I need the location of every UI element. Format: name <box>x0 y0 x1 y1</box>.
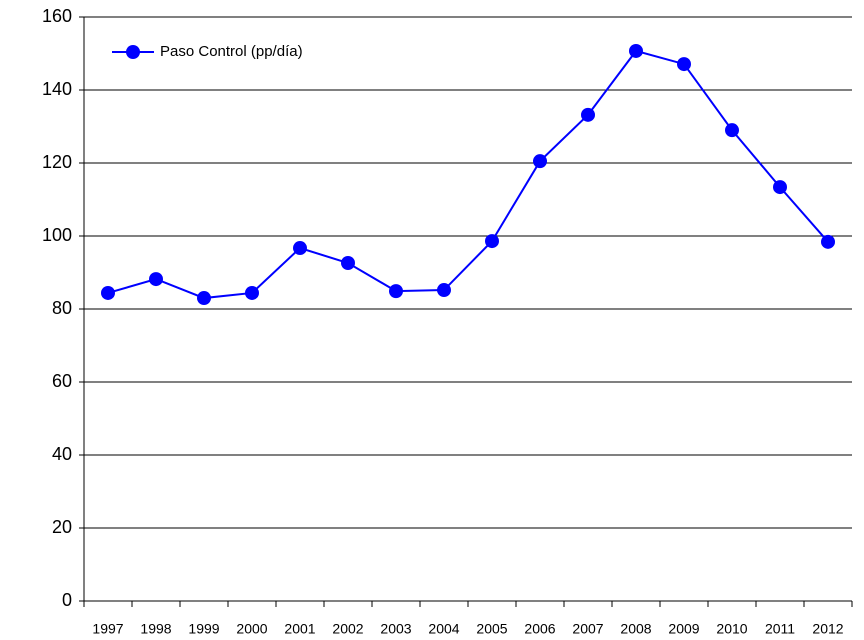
x-tick-label: 2005 <box>476 621 507 637</box>
marker <box>245 285 259 300</box>
marker <box>101 285 115 300</box>
line <box>107 49 829 300</box>
marker <box>629 43 643 58</box>
marker <box>149 272 163 287</box>
marker <box>773 180 787 195</box>
x-tick-label: 1997 <box>92 621 123 637</box>
x-tick-label: 2003 <box>380 621 411 637</box>
marker <box>485 234 499 249</box>
marker <box>197 291 211 306</box>
y-tick-label: 80 <box>52 298 72 318</box>
x-tick-label: 2006 <box>524 621 555 637</box>
marker <box>437 283 451 298</box>
x-tick-label: 1999 <box>188 621 219 637</box>
x-tick-label: 2004 <box>428 621 459 637</box>
marker <box>821 234 835 249</box>
marker <box>389 284 403 299</box>
x-tick-label: 2000 <box>236 621 267 637</box>
x-tick-label: 1998 <box>140 621 171 637</box>
y-tick-label: 120 <box>42 152 72 172</box>
y-tick-label: 100 <box>42 225 72 245</box>
marker <box>677 57 691 72</box>
x-tick-label: 2002 <box>332 621 363 637</box>
x-tick-label: 2012 <box>812 621 843 637</box>
x-tick-label: 2010 <box>716 621 747 637</box>
x-tick-label: 2009 <box>668 621 699 637</box>
legend-label: Paso Control (pp/día) <box>160 43 303 60</box>
marker <box>341 256 355 271</box>
x-tick-label: 2008 <box>620 621 651 637</box>
y-tick-label: 140 <box>42 79 72 99</box>
y-tick-label: 160 <box>42 6 72 26</box>
y-tick-label: 40 <box>52 444 72 464</box>
marker <box>533 154 547 169</box>
x-tick-label: 2007 <box>572 621 603 637</box>
y-tick-label: 60 <box>52 371 72 391</box>
marker <box>293 241 307 256</box>
marker <box>725 123 739 138</box>
y-tick-label: 20 <box>52 517 72 537</box>
x-tick-label: 2001 <box>284 621 315 637</box>
marker <box>581 107 595 122</box>
y-tick-label: 0 <box>62 590 72 610</box>
x-tick-label: 2011 <box>765 621 795 637</box>
legend-marker <box>126 45 140 59</box>
